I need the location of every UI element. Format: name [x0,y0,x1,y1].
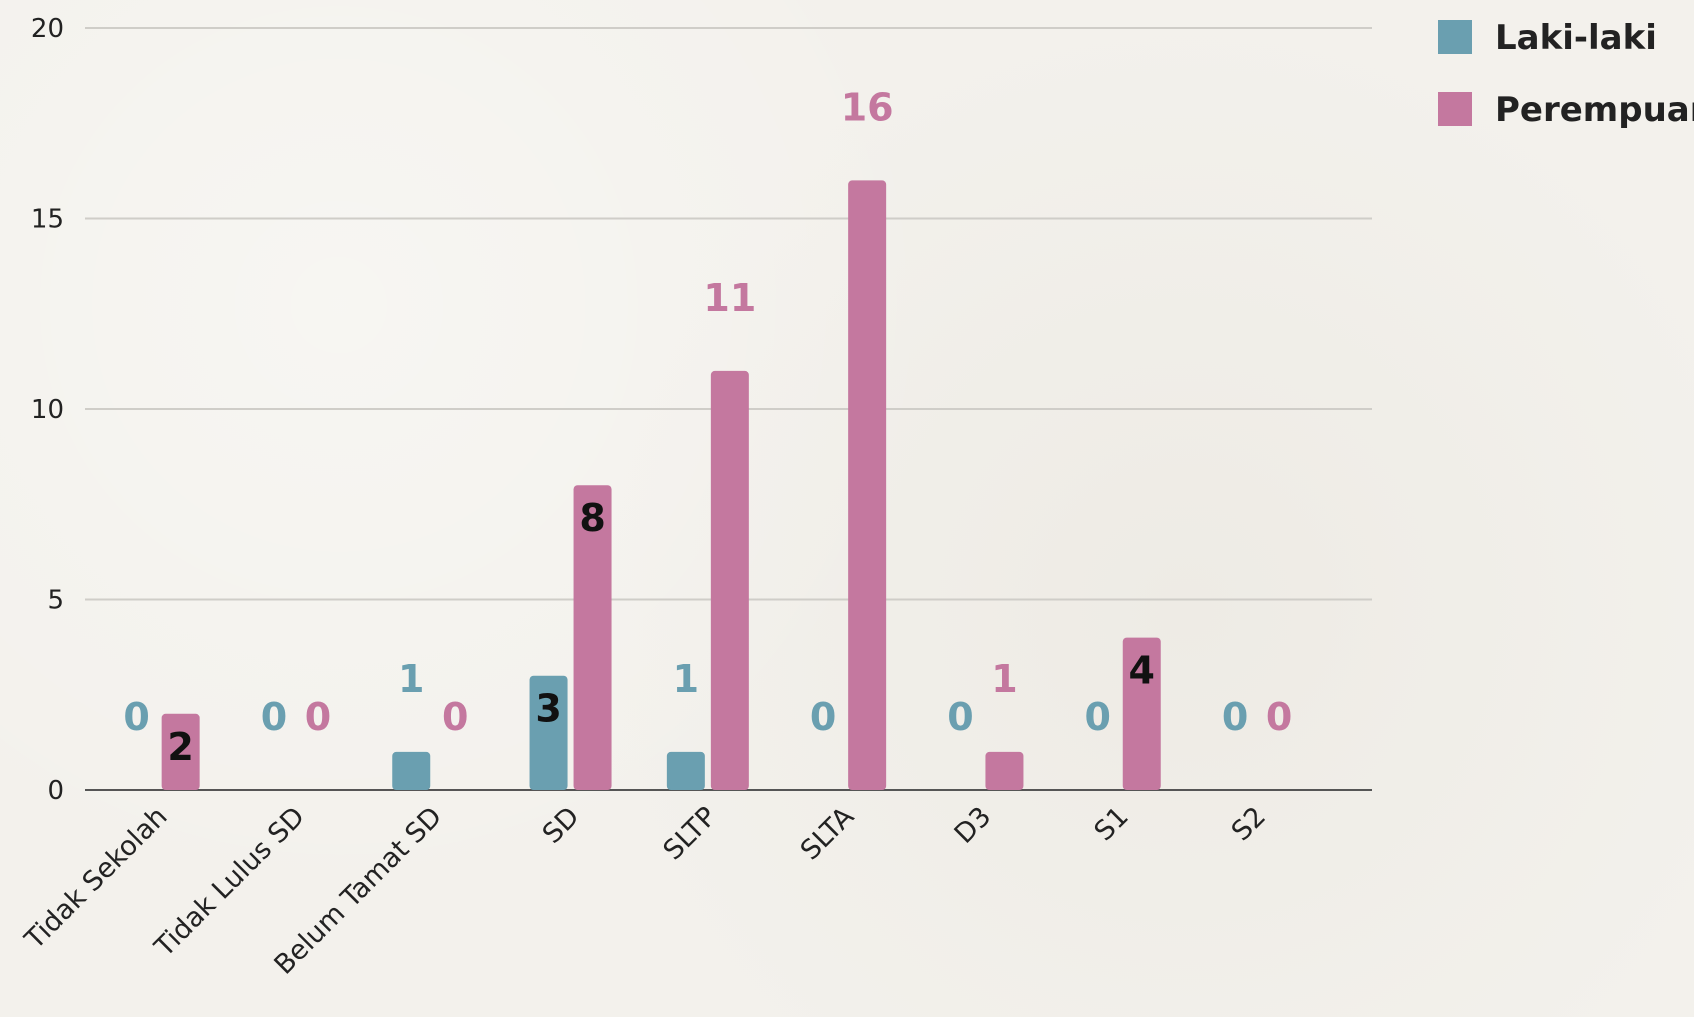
bar-laki-4 [666,751,705,790]
value-label-perempuan-7: 4 [1129,649,1155,693]
value-label-perempuan-8: 0 [1266,695,1292,739]
value-label-perempuan-6: 1 [991,657,1017,701]
legend-label-0: Laki-laki [1495,18,1657,58]
value-label-laki-2: 1 [398,657,424,701]
bar-perempuan-4 [710,370,749,790]
y-tick-label-10: 10 [31,395,64,425]
bar-perempuan-3 [573,485,612,790]
value-label-laki-6: 0 [947,695,973,739]
x-tick-label-7: S1 [1089,801,1135,847]
x-tick-label-4: SLTP [658,801,723,866]
y-tick-label-5: 5 [47,586,64,616]
value-label-laki-3: 3 [535,687,561,731]
bar-laki-3 [529,675,568,790]
x-tick-label-3: SD [537,801,586,850]
value-label-laki-8: 0 [1222,695,1248,739]
x-tick-label-1: Tidak Lulus SD [148,801,311,964]
value-label-perempuan-5: 16 [841,85,894,129]
bar-laki-2 [392,751,431,790]
legend-label-1: Perempuan [1495,90,1694,130]
x-tick-label-6: D3 [949,801,998,850]
legend-swatch-1 [1438,92,1472,126]
value-label-laki-4: 1 [673,657,699,701]
value-label-laki-5: 0 [810,695,836,739]
bar-perempuan-0 [161,713,200,790]
value-label-laki-1: 0 [261,695,287,739]
x-tick-label-5: SLTA [795,801,861,867]
y-tick-label-15: 15 [31,205,64,235]
value-label-perempuan-4: 11 [703,276,756,320]
value-label-perempuan-3: 8 [579,496,605,540]
y-tick-label-20: 20 [31,14,64,44]
value-label-laki-7: 0 [1085,695,1111,739]
value-label-perempuan-2: 0 [442,695,468,739]
legend-swatch-0 [1438,20,1472,54]
y-tick-label-0: 0 [47,776,64,806]
bar-perempuan-5 [848,180,887,790]
bar-perempuan-7 [1122,637,1161,790]
value-label-perempuan-0: 2 [167,725,193,769]
x-tick-label-8: S2 [1226,801,1272,847]
value-label-laki-0: 0 [123,695,149,739]
value-label-perempuan-1: 0 [305,695,331,739]
bar-perempuan-6 [985,751,1024,790]
x-tick-label-0: Tidak Sekolah [19,801,174,956]
